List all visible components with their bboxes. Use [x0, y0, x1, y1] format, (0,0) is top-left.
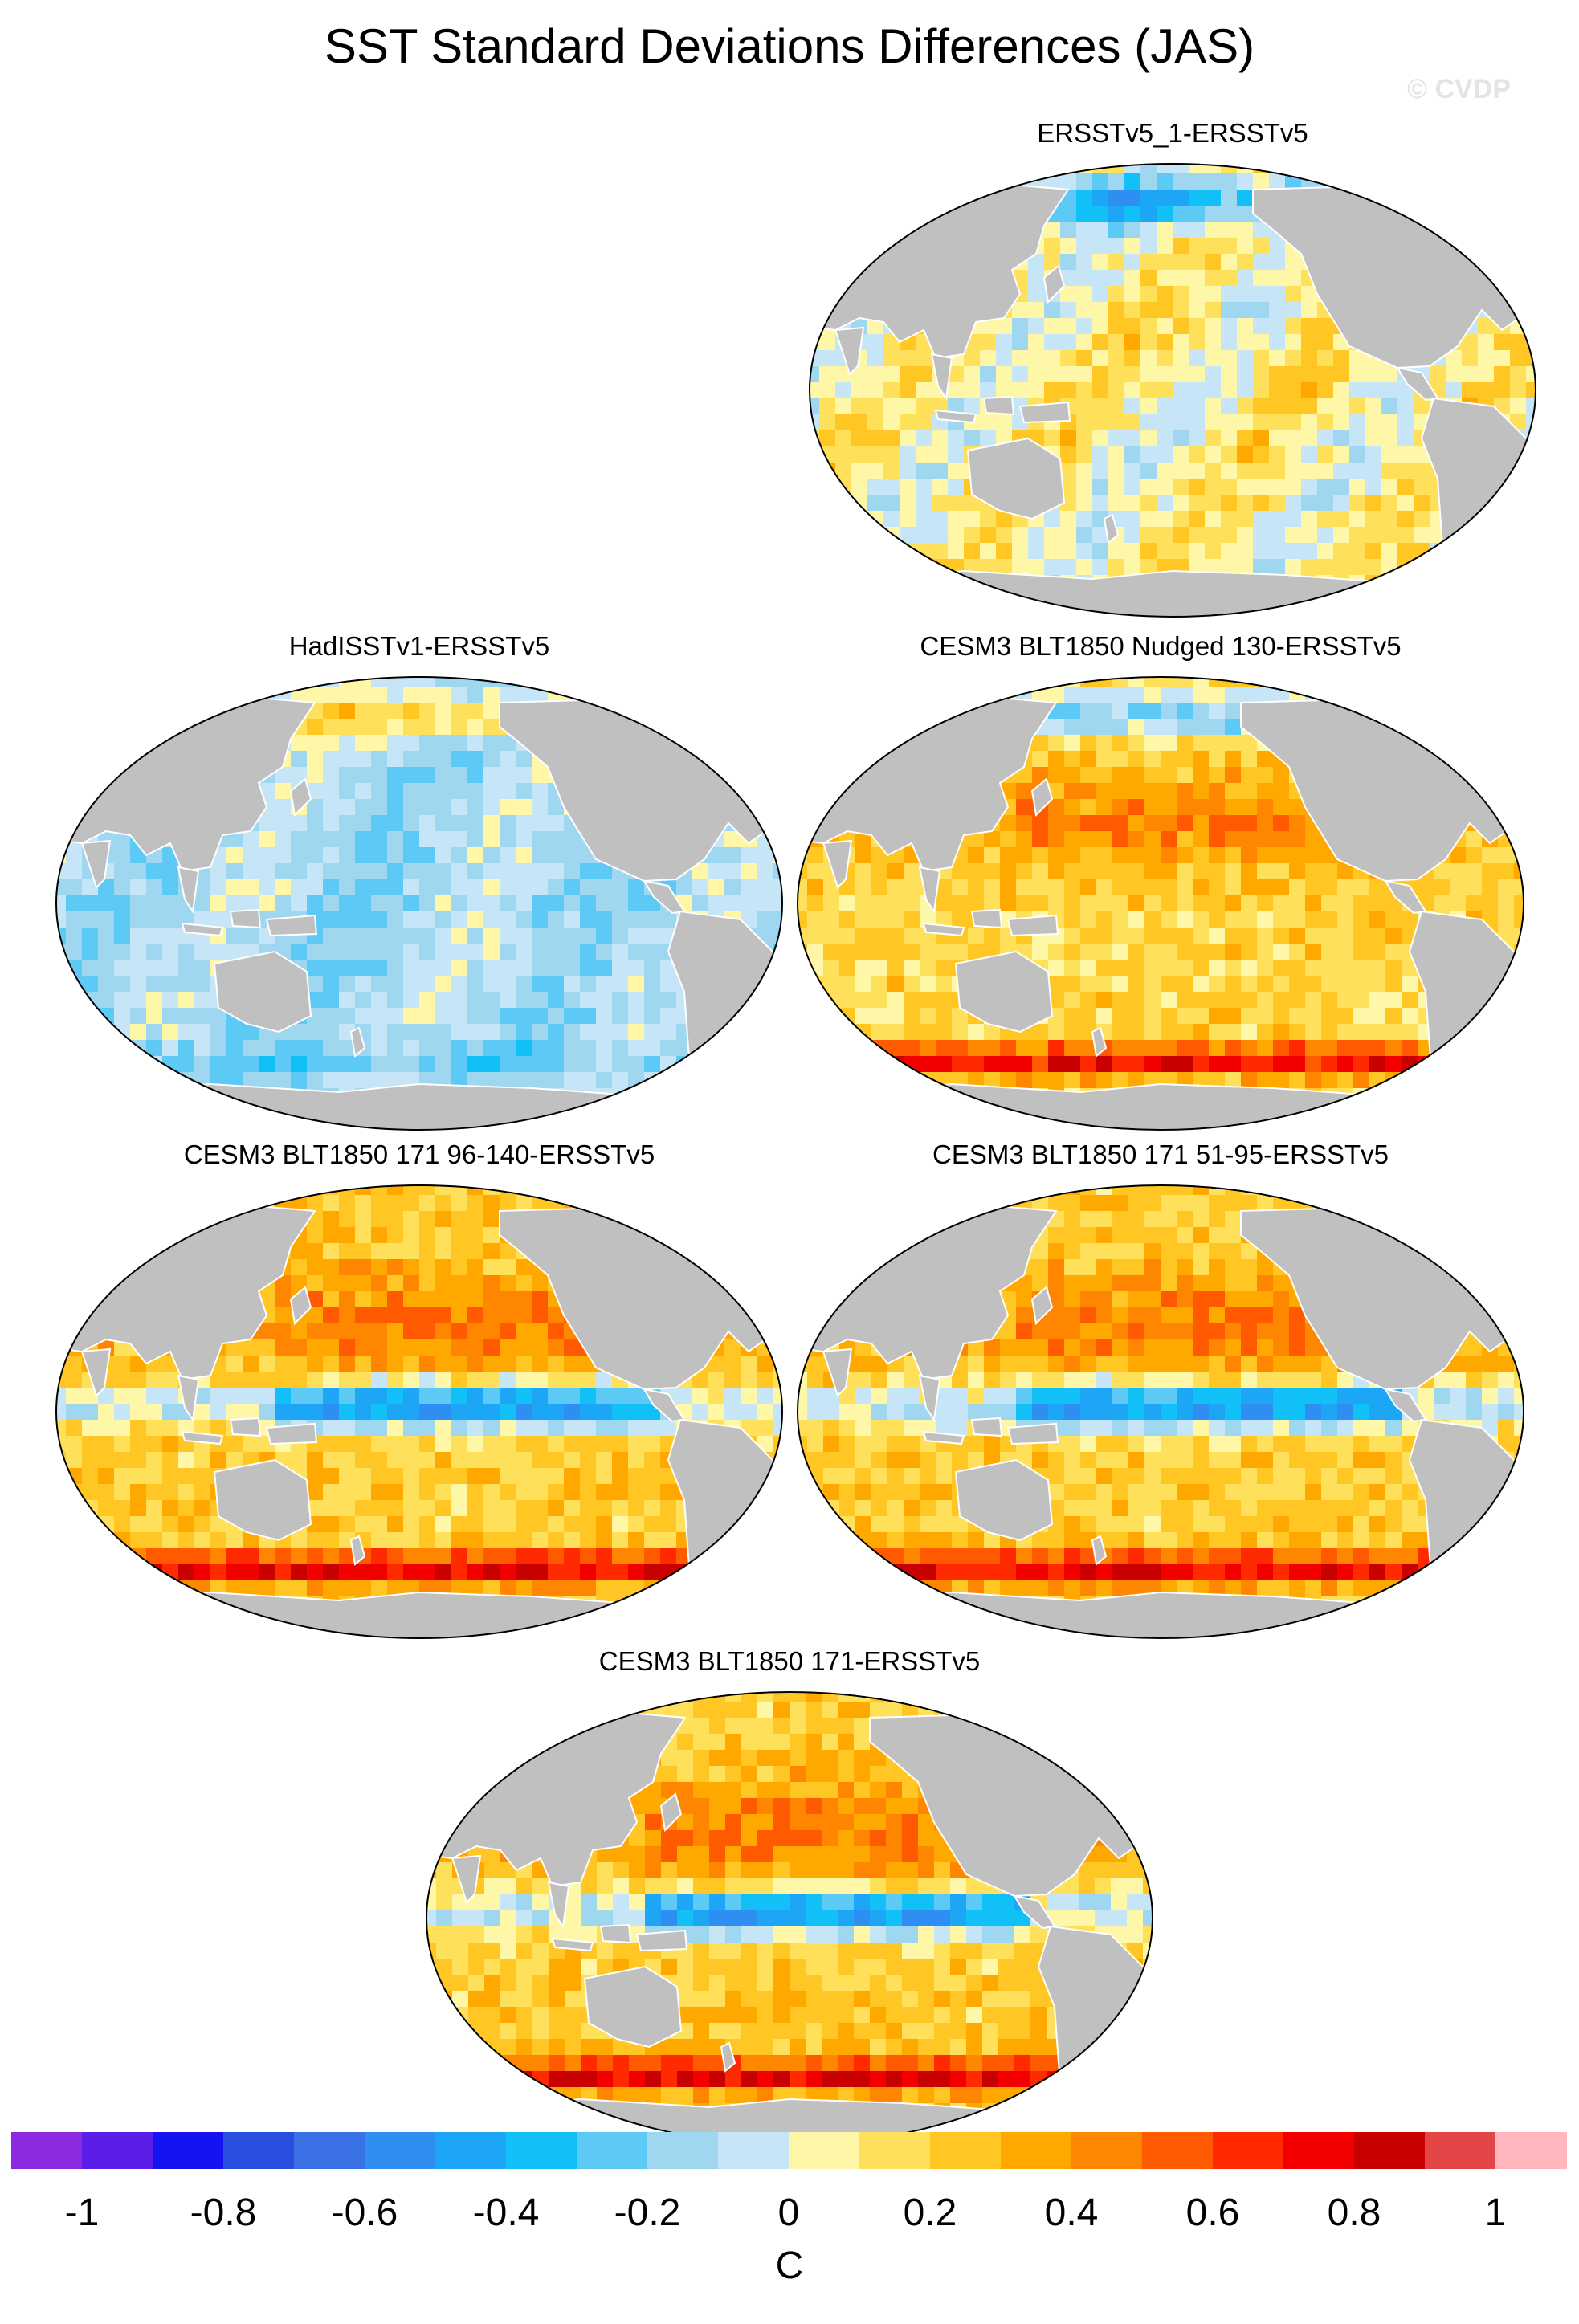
sst-field: [798, 1185, 1524, 1638]
sst-field: [798, 677, 1524, 1130]
colorbar-tick-label: 0.4: [1044, 2191, 1099, 2234]
colorbar-swatch: [647, 2132, 719, 2169]
colorbar-tick-label: -0.4: [472, 2191, 540, 2234]
cvdp-watermark: © CVDP: [1407, 74, 1511, 104]
map-panel: CESM3 BLT1850 171 51-95-ERSSTv5: [791, 1139, 1530, 1653]
colorbar-tick-label: -0.6: [331, 2191, 398, 2234]
world-map: [809, 163, 1536, 618]
map-border: [809, 163, 1536, 618]
panel-title: CESM3 BLT1850 171 51-95-ERSSTv5: [932, 1140, 1389, 1169]
world-map: [55, 1184, 783, 1639]
colorbar-swatch: [1142, 2132, 1214, 2169]
colorbar-swatch: [1354, 2132, 1426, 2169]
map-panel: CESM3 BLT1850 171-ERSSTv5: [420, 1645, 1159, 2159]
colorbar-swatch: [82, 2132, 153, 2169]
panel-title: CESM3 BLT1850 171-ERSSTv5: [598, 1646, 981, 1676]
sst-field: [56, 677, 782, 1130]
panel-title: HadISSTv1-ERSSTv5: [288, 631, 550, 661]
map-border: [797, 676, 1524, 1131]
world-map: [797, 676, 1524, 1131]
colorbar-swatch: [789, 2132, 860, 2169]
colorbar-swatch: [1283, 2132, 1355, 2169]
colorbar-swatch: [435, 2132, 507, 2169]
colorbar: [11, 2132, 1567, 2169]
world-map: [426, 1691, 1153, 2146]
colorbar-swatch: [11, 2132, 83, 2169]
colorbar-swatch: [1495, 2132, 1567, 2169]
map-panel: CESM3 BLT1850 171 96-140-ERSSTv5: [50, 1139, 789, 1653]
colorbar-swatch: [718, 2132, 790, 2169]
colorbar-swatch: [1213, 2132, 1284, 2169]
map-border: [797, 1184, 1524, 1639]
map-border: [55, 1184, 783, 1639]
colorbar-swatch: [930, 2132, 1002, 2169]
map-panel: CESM3 BLT1850 Nudged 130-ERSSTv5: [791, 630, 1530, 1144]
colorbar-tick-label: 0: [777, 2191, 800, 2234]
world-map: [797, 1184, 1524, 1639]
colorbar-tick-label: -0.8: [190, 2191, 257, 2234]
colorbar-swatch: [1071, 2132, 1143, 2169]
colorbar-units: C: [775, 2244, 804, 2287]
colorbar-swatch: [223, 2132, 295, 2169]
map-panel: HadISSTv1-ERSSTv5: [50, 630, 789, 1144]
map-panel: ERSSTv5_1-ERSSTv5: [803, 117, 1542, 631]
colorbar-swatch: [859, 2132, 931, 2169]
colorbar-swatch: [506, 2132, 577, 2169]
colorbar-swatch: [1001, 2132, 1072, 2169]
sst-field: [56, 1185, 782, 1638]
colorbar-swatch: [153, 2132, 224, 2169]
colorbar-tick-label: -1: [64, 2191, 100, 2234]
sst-field: [426, 1692, 1153, 2145]
colorbar-tick-label: -0.2: [614, 2191, 681, 2234]
map-border: [55, 676, 783, 1131]
panel-title: ERSSTv5_1-ERSSTv5: [1037, 118, 1308, 148]
colorbar-swatch: [294, 2132, 365, 2169]
sst-field: [810, 164, 1536, 617]
colorbar-swatch: [577, 2132, 648, 2169]
panel-title: CESM3 BLT1850 171 96-140-ERSSTv5: [183, 1140, 655, 1169]
colorbar-swatch: [365, 2132, 436, 2169]
colorbar-tick-label: 0.6: [1185, 2191, 1240, 2234]
colorbar-swatch: [1425, 2132, 1496, 2169]
colorbar-tick-label: 0.2: [903, 2191, 957, 2234]
world-map: [55, 676, 783, 1131]
panel-title: CESM3 BLT1850 Nudged 130-ERSSTv5: [920, 631, 1402, 661]
figure-title: SST Standard Deviations Differences (JAS…: [324, 19, 1255, 73]
colorbar-tick-label: 1: [1484, 2191, 1507, 2234]
colorbar-tick-label: 0.8: [1327, 2191, 1381, 2234]
